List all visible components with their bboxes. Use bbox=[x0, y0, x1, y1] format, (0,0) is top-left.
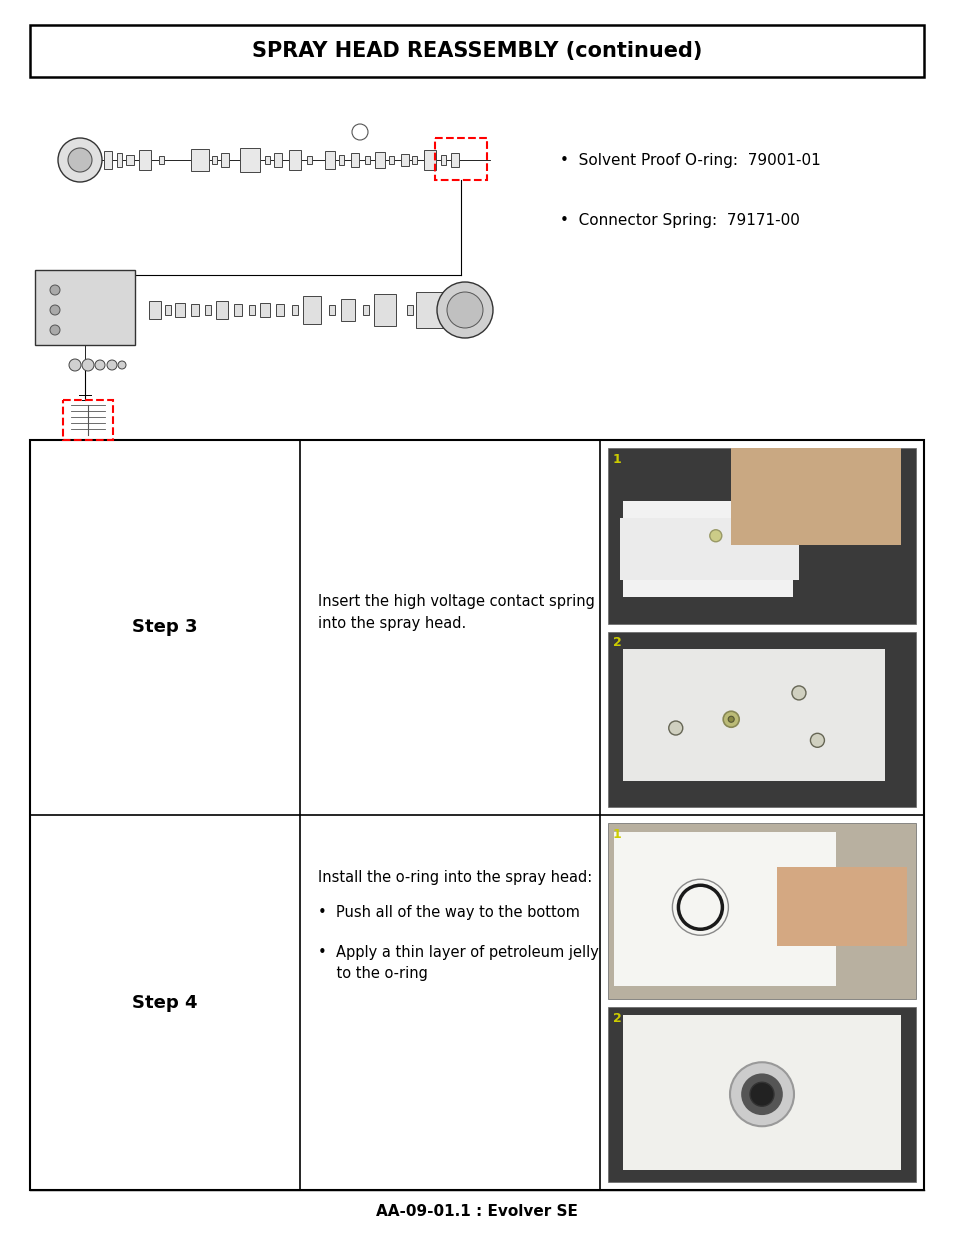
Circle shape bbox=[810, 734, 823, 747]
Text: •  Apply a thin layer of petroleum jelly
    to the o-ring: • Apply a thin layer of petroleum jelly … bbox=[317, 945, 598, 981]
Text: Install the o-ring into the spray head:: Install the o-ring into the spray head: bbox=[317, 869, 592, 885]
Bar bbox=[622, 650, 884, 781]
Bar bbox=[117, 153, 122, 167]
Bar bbox=[407, 305, 413, 315]
Bar bbox=[329, 305, 335, 315]
Bar bbox=[339, 156, 344, 165]
Bar bbox=[619, 519, 798, 579]
Text: Insert the high voltage contact spring
into the spray head.: Insert the high voltage contact spring i… bbox=[317, 594, 595, 631]
Bar bbox=[191, 304, 199, 316]
Text: 2: 2 bbox=[613, 1011, 621, 1025]
Bar bbox=[274, 153, 282, 167]
Bar bbox=[365, 156, 370, 164]
Circle shape bbox=[741, 1074, 781, 1114]
Bar bbox=[265, 156, 271, 164]
Circle shape bbox=[58, 138, 102, 182]
Text: •  Solvent Proof O-ring:  79001-01: • Solvent Proof O-ring: 79001-01 bbox=[559, 152, 820, 168]
Text: Step 4: Step 4 bbox=[132, 993, 197, 1011]
Circle shape bbox=[69, 359, 81, 370]
Bar bbox=[622, 1015, 900, 1170]
Bar bbox=[441, 156, 446, 165]
Circle shape bbox=[709, 530, 721, 542]
Bar bbox=[451, 153, 458, 167]
Bar bbox=[607, 448, 915, 624]
Circle shape bbox=[107, 359, 117, 370]
Bar bbox=[63, 400, 112, 440]
Bar bbox=[233, 304, 242, 316]
Bar bbox=[374, 294, 395, 326]
Bar bbox=[165, 305, 171, 315]
Bar bbox=[275, 304, 284, 316]
Circle shape bbox=[791, 685, 805, 700]
Bar bbox=[205, 305, 211, 315]
Bar bbox=[363, 305, 369, 315]
Bar bbox=[325, 151, 335, 169]
Bar bbox=[30, 25, 923, 77]
Bar bbox=[159, 156, 164, 164]
Text: 1: 1 bbox=[613, 453, 621, 466]
Bar bbox=[215, 301, 228, 319]
Bar bbox=[622, 500, 792, 598]
Circle shape bbox=[95, 359, 105, 370]
Circle shape bbox=[118, 361, 126, 369]
Circle shape bbox=[82, 359, 94, 370]
Circle shape bbox=[68, 148, 91, 172]
Bar bbox=[435, 138, 486, 180]
Bar bbox=[139, 149, 151, 170]
Bar bbox=[149, 301, 161, 319]
Bar bbox=[416, 291, 443, 329]
Circle shape bbox=[50, 285, 60, 295]
Bar bbox=[777, 867, 905, 946]
Text: AA-09-01.1 : Evolver SE: AA-09-01.1 : Evolver SE bbox=[375, 1204, 578, 1219]
Bar bbox=[126, 156, 133, 165]
Circle shape bbox=[749, 1082, 773, 1107]
Circle shape bbox=[447, 291, 482, 329]
Bar bbox=[607, 631, 915, 806]
Bar bbox=[412, 156, 417, 164]
Circle shape bbox=[50, 325, 60, 335]
Bar bbox=[191, 149, 209, 170]
Bar bbox=[340, 299, 355, 321]
Bar bbox=[292, 305, 297, 315]
Bar bbox=[249, 305, 254, 315]
Text: •  Push all of the way to the bottom: • Push all of the way to the bottom bbox=[317, 905, 579, 920]
Bar bbox=[607, 1007, 915, 1182]
Bar bbox=[35, 270, 135, 345]
Circle shape bbox=[727, 716, 734, 722]
Bar bbox=[730, 448, 900, 545]
Bar bbox=[104, 151, 112, 169]
Text: •  Connector Spring:  79171-00: • Connector Spring: 79171-00 bbox=[559, 212, 799, 227]
Text: 2: 2 bbox=[613, 636, 621, 650]
Circle shape bbox=[436, 282, 493, 338]
Bar bbox=[289, 149, 301, 170]
Circle shape bbox=[729, 1062, 793, 1126]
Bar bbox=[213, 156, 217, 164]
Circle shape bbox=[722, 711, 739, 727]
Bar bbox=[614, 832, 835, 987]
Bar bbox=[221, 153, 229, 167]
Bar bbox=[607, 823, 915, 999]
Circle shape bbox=[668, 721, 682, 735]
Text: Step 3: Step 3 bbox=[132, 619, 197, 636]
Bar bbox=[174, 303, 185, 317]
Bar bbox=[240, 148, 260, 172]
Bar bbox=[423, 149, 436, 170]
Bar bbox=[260, 303, 270, 317]
Text: SPRAY HEAD REASSEMBLY (continued): SPRAY HEAD REASSEMBLY (continued) bbox=[252, 41, 701, 61]
Bar bbox=[307, 156, 313, 164]
Bar bbox=[30, 440, 923, 1191]
Bar bbox=[389, 156, 395, 164]
Text: 1: 1 bbox=[613, 827, 621, 841]
Bar bbox=[375, 152, 385, 168]
Circle shape bbox=[50, 305, 60, 315]
Bar bbox=[400, 154, 409, 165]
Bar bbox=[303, 296, 320, 324]
Bar bbox=[351, 153, 358, 167]
